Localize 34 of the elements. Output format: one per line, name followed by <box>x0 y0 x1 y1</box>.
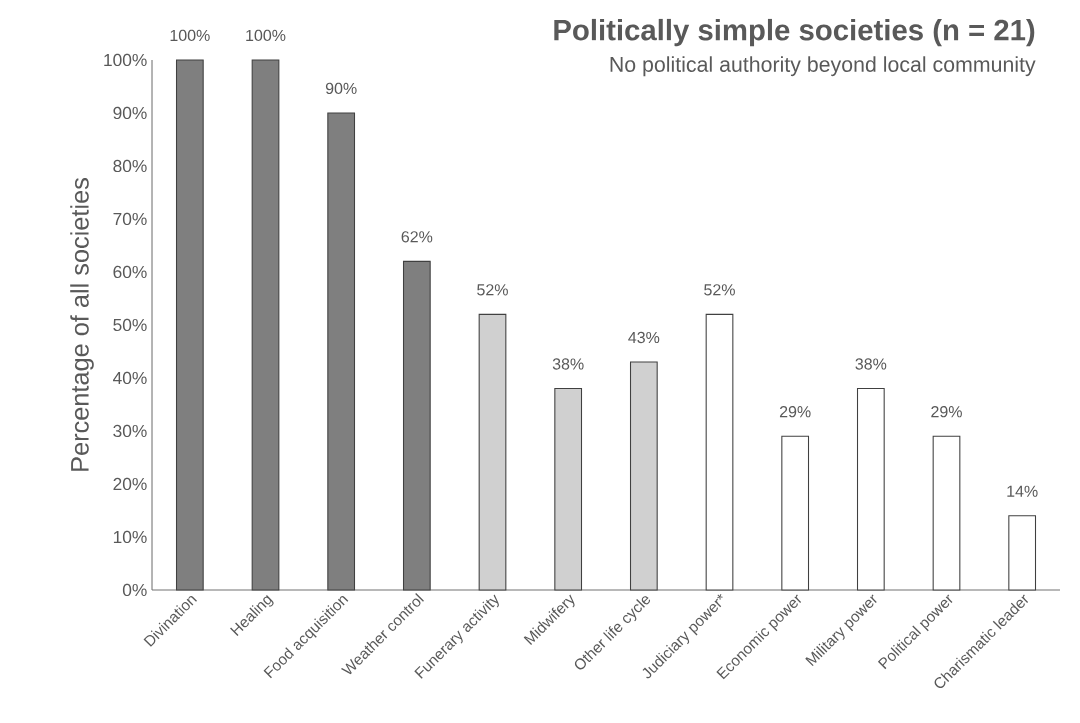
y-tick-label: 100% <box>104 53 147 67</box>
y-tick-label: 0% <box>122 583 147 597</box>
y-axis-title: Percentage of all societies <box>70 178 94 471</box>
data-label: 90% <box>325 82 357 95</box>
data-label: 100% <box>170 29 210 42</box>
data-label: 38% <box>855 358 887 370</box>
data-label: 52% <box>704 284 735 296</box>
data-label: 52% <box>477 284 508 296</box>
data-label: 62% <box>401 231 433 243</box>
data-label: 29% <box>779 406 811 418</box>
bar <box>705 313 734 591</box>
data-label: 14% <box>1007 485 1038 497</box>
chart-title: Politically simple societies (n = 21) <box>554 18 1035 47</box>
y-tick-label: 50% <box>113 318 147 332</box>
bar <box>856 388 885 591</box>
bar <box>932 435 961 591</box>
y-tick-label: 90% <box>113 106 147 120</box>
bar <box>629 361 658 591</box>
y-tick-label: 20% <box>113 477 147 491</box>
bar <box>1008 515 1037 591</box>
y-tick-label: 10% <box>113 530 147 544</box>
y-tick-label: 30% <box>113 424 147 438</box>
data-label: 29% <box>931 406 962 418</box>
bar <box>781 435 810 591</box>
data-label: 38% <box>552 358 584 370</box>
bar <box>554 388 583 591</box>
data-label: 43% <box>628 331 660 344</box>
y-tick-label: 70% <box>113 212 147 226</box>
data-label: 100% <box>246 29 286 42</box>
chart-subtitle: No political authority beyond local community <box>610 56 1036 77</box>
y-tick-label: 40% <box>113 371 147 385</box>
y-tick-label: 60% <box>113 265 147 279</box>
bar <box>478 313 507 591</box>
y-tick-label: 80% <box>113 159 147 173</box>
